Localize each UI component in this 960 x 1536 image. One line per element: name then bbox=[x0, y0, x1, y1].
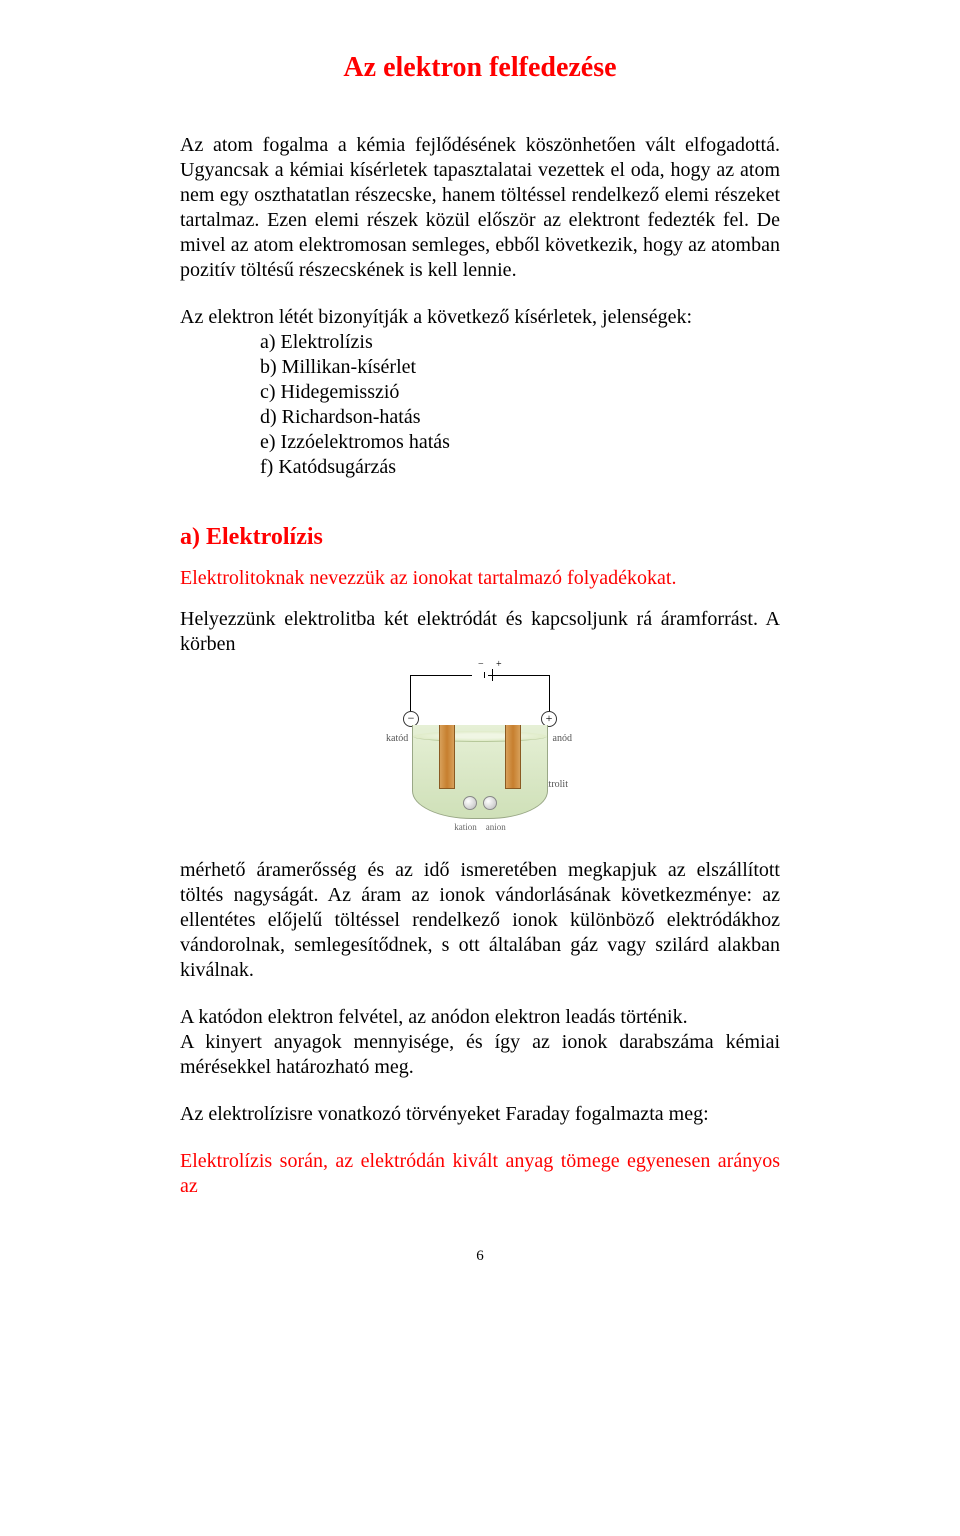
after-figure-paragraph: mérhető áramerősség és az idő ismeretébe… bbox=[180, 858, 780, 983]
battery-plus-icon: + bbox=[496, 659, 502, 672]
ions-icon bbox=[463, 796, 497, 810]
list-item: d) Richardson-hatás bbox=[180, 405, 780, 430]
beaker-icon bbox=[412, 725, 548, 819]
cathode-anode-paragraph: A katódon elektron felvétel, az anódon e… bbox=[180, 1005, 780, 1030]
list-intro: Az elektron létét bizonyítják a következ… bbox=[180, 305, 780, 330]
page: Az elektron felfedezése Az atom fogalma … bbox=[90, 0, 870, 1306]
circuit-wires: − + − + bbox=[410, 675, 550, 715]
label-anode: anód bbox=[553, 733, 572, 746]
section-heading-a: a) Elektrolízis bbox=[180, 522, 780, 552]
battery-minus-icon: − bbox=[478, 659, 484, 672]
label-anion: anion bbox=[486, 822, 506, 832]
label-cathode: katód bbox=[386, 733, 408, 746]
label-kation: kation bbox=[454, 822, 477, 832]
cathode-electrode-icon bbox=[439, 725, 455, 789]
list-item: e) Izzóelektromos hatás bbox=[180, 430, 780, 455]
page-title: Az elektron felfedezése bbox=[180, 50, 780, 85]
list-item: f) Katódsugárzás bbox=[180, 455, 780, 480]
intro-paragraph: Az atom fogalma a kémia fejlődésének kös… bbox=[180, 133, 780, 283]
amount-paragraph: A kinyert anyagok mennyisége, és így az … bbox=[180, 1030, 780, 1080]
lead-before-figure: Helyezzünk elektrolitba két elektródát é… bbox=[180, 607, 780, 657]
electrolysis-figure: − + − + katód anód elektrolit kation bbox=[180, 667, 780, 844]
faraday-paragraph: Az elektrolízisre vonatkozó törvényeket … bbox=[180, 1102, 780, 1127]
figure-box: − + − + katód anód elektrolit kation bbox=[390, 667, 570, 837]
page-number: 6 bbox=[180, 1247, 780, 1266]
list-item: b) Millikan-kísérlet bbox=[180, 355, 780, 380]
ion-labels: kation anion bbox=[390, 822, 570, 833]
list-item: a) Elektrolízis bbox=[180, 330, 780, 355]
faraday-law-text: Elektrolízis során, az elektródán kivált… bbox=[180, 1149, 780, 1199]
anode-electrode-icon bbox=[505, 725, 521, 789]
experiments-list: Az elektron létét bizonyítják a következ… bbox=[180, 305, 780, 480]
definition-electrolyte: Elektrolitoknak nevezzük az ionokat tart… bbox=[180, 566, 780, 591]
list-item: c) Hidegemisszió bbox=[180, 380, 780, 405]
